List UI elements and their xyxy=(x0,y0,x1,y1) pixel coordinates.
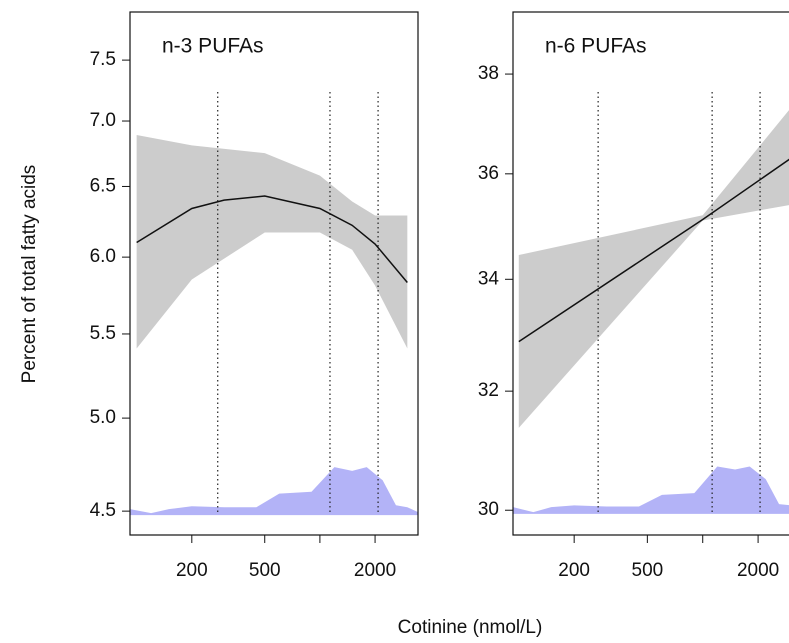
x-axis-label: Cotinine (nmol/L) xyxy=(398,617,543,638)
density-area xyxy=(130,467,418,516)
y-axis-label: Percent of total fatty acids xyxy=(19,165,40,384)
y-tick-label: 38 xyxy=(478,63,499,84)
fit-line xyxy=(518,158,789,343)
y-tick-label: 30 xyxy=(478,499,499,520)
fit-line xyxy=(136,195,408,283)
y-tick-label: 34 xyxy=(478,268,500,289)
x-tick-label: 2000 xyxy=(354,560,396,581)
x-tick-label: 200 xyxy=(176,560,208,581)
panel-title: n-6 PUFAs xyxy=(545,35,647,58)
y-tick-label: 4.5 xyxy=(90,500,116,521)
y-tick-label: 6.5 xyxy=(90,175,116,196)
x-tick-label: 2000 xyxy=(737,560,779,581)
plot-area xyxy=(130,92,418,516)
confidence-band xyxy=(518,110,789,428)
y-tick-label: 5.5 xyxy=(90,323,116,344)
density-area xyxy=(513,466,789,514)
y-tick-label: 36 xyxy=(478,163,499,184)
y-tick-label: 32 xyxy=(478,380,499,401)
confidence-band xyxy=(136,135,408,349)
plot-frame xyxy=(512,11,789,536)
y-tick-label: 5.0 xyxy=(90,407,116,428)
y-tick-label: 6.0 xyxy=(90,246,116,267)
plot-frame xyxy=(129,11,419,536)
y-tick-label: 7.5 xyxy=(90,49,116,70)
x-tick-label: 200 xyxy=(558,560,590,581)
panel-title: n-3 PUFAs xyxy=(162,35,264,58)
plot-area xyxy=(513,92,789,515)
y-tick-label: 7.0 xyxy=(90,110,116,131)
x-tick-label: 500 xyxy=(632,560,664,581)
x-tick-label: 500 xyxy=(249,560,281,581)
